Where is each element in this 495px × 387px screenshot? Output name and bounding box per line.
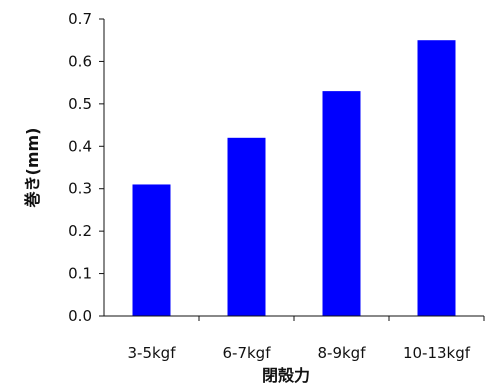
bar-8-9kgf xyxy=(322,91,361,316)
bars-layer xyxy=(132,40,456,316)
x-tick-label: 10-13kgf xyxy=(403,344,471,362)
x-tick-label: 6-7kgf xyxy=(223,344,272,362)
y-tick-label: 0.7 xyxy=(68,10,92,28)
x-axis-title: 閉殻力 xyxy=(262,366,310,385)
bar-10-13kgf xyxy=(417,40,456,316)
y-tick-label: 0.0 xyxy=(68,307,92,325)
x-tick-label: 3-5kgf xyxy=(128,344,177,362)
y-ticks: 0.0 0.1 0.2 0.3 0.4 0.5 0.6 0.7 xyxy=(68,10,104,325)
y-tick-label: 0.4 xyxy=(68,137,92,155)
y-tick-label: 0.6 xyxy=(68,52,92,70)
bar-3-5kgf xyxy=(132,184,171,316)
y-tick-label: 0.1 xyxy=(68,265,92,283)
x-ticks: 3-5kgf 6-7kgf 8-9kgf 10-13kgf xyxy=(128,316,485,362)
y-tick-label: 0.2 xyxy=(68,222,92,240)
y-tick-label: 0.3 xyxy=(68,180,92,198)
x-tick-label: 8-9kgf xyxy=(318,344,367,362)
bar-6-7kgf xyxy=(227,137,266,316)
y-tick-label: 0.5 xyxy=(68,95,92,113)
y-axis-title: 巻き(mm) xyxy=(23,128,42,209)
